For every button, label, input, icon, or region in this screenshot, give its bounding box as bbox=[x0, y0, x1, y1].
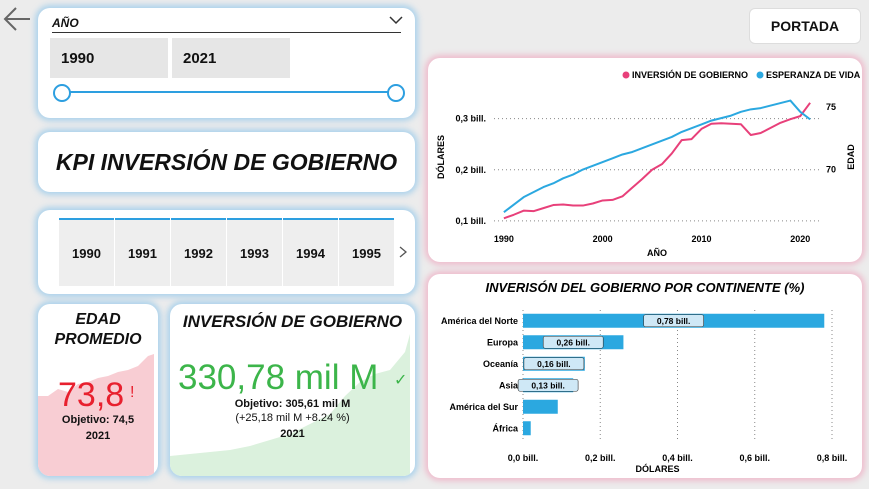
x-tick-label: 2010 bbox=[691, 234, 711, 244]
portada-button[interactable]: PORTADA bbox=[749, 8, 861, 44]
year-chip[interactable]: 1993 bbox=[227, 218, 282, 286]
data-label-box bbox=[523, 357, 585, 371]
x-tick-label: 0,6 bill. bbox=[739, 453, 770, 463]
chart-title: INVERISÓN DEL GOBIERNO POR CONTINENTE (%… bbox=[485, 280, 804, 295]
bar-chart-card: INVERISÓN DEL GOBIERNO POR CONTINENTE (%… bbox=[428, 274, 862, 478]
x-tick-label: 0,2 bill. bbox=[585, 453, 616, 463]
check-icon: ✓ bbox=[394, 370, 408, 389]
page-title: KPI INVERSIÓN DE GOBIERNO bbox=[38, 132, 415, 192]
x-axis-title: DÓLARES bbox=[635, 463, 679, 474]
slider-end-handle[interactable] bbox=[387, 84, 405, 102]
data-label-box bbox=[643, 314, 704, 328]
category-label: Oceanía bbox=[483, 359, 519, 369]
edad-year: 2021 bbox=[85, 430, 111, 442]
end-year-input[interactable]: 2021 bbox=[172, 38, 290, 78]
category-label: América del Sur bbox=[449, 402, 518, 412]
edad-title: EDAD PROMEDIO bbox=[54, 311, 142, 348]
x-tick-label: 0,0 bill. bbox=[508, 453, 539, 463]
bar bbox=[523, 399, 558, 414]
legend-entry: ESPERANZA DE VIDA bbox=[766, 70, 861, 80]
data-label-box bbox=[542, 335, 604, 349]
slicer-title: AÑO bbox=[52, 16, 79, 30]
start-year-input[interactable]: 1990 bbox=[50, 38, 168, 78]
slider-start-handle[interactable] bbox=[53, 84, 71, 102]
legend-entry: INVERSIÓN DE GOBIERNO bbox=[632, 69, 748, 80]
y-tick-label: 0,3 bill. bbox=[455, 114, 486, 124]
inversion-target: Objetivo: 305,61 mil M bbox=[234, 398, 351, 410]
edad-trend-area bbox=[38, 354, 154, 476]
legend-marker bbox=[756, 71, 764, 79]
year-chip[interactable]: 1991 bbox=[115, 218, 170, 286]
edad-value: 73,8 bbox=[58, 376, 125, 414]
x-tick-label: 1990 bbox=[494, 234, 514, 244]
alert-icon: ! bbox=[130, 384, 135, 401]
series-line bbox=[503, 102, 811, 220]
x-tick-label: 2000 bbox=[593, 234, 613, 244]
inversion-trend-area bbox=[170, 334, 410, 476]
category-label: América del Norte bbox=[441, 316, 518, 326]
year-chip[interactable]: 1995 bbox=[339, 218, 394, 286]
x-tick-label: 0,4 bill. bbox=[662, 453, 693, 463]
data-label-box bbox=[517, 378, 579, 392]
inversion-title: INVERSIÓN DE GOBIERNO bbox=[182, 312, 403, 331]
y2-tick-label: 70 bbox=[826, 165, 836, 175]
chevron-right-icon[interactable] bbox=[399, 246, 407, 258]
data-label: 0,16 bill. bbox=[537, 359, 571, 369]
line-chart[interactable]: 0,1 bill. 0,2 bill. 0,3 bill. 70 75 1990 2000 2… bbox=[428, 58, 862, 262]
category-label: Asia bbox=[499, 380, 519, 390]
slider-track[interactable] bbox=[62, 91, 397, 93]
category-label: África bbox=[492, 423, 519, 433]
line-chart-card: 0,1 bill. 0,2 bill. 0,3 bill. 70 75 1990 2000 2… bbox=[428, 58, 862, 262]
data-label: 0,26 bill. bbox=[556, 337, 590, 347]
back-arrow-icon[interactable] bbox=[2, 4, 34, 34]
legend-marker bbox=[622, 71, 630, 79]
y-tick-label: 0,2 bill. bbox=[455, 165, 486, 175]
data-label: 0,13 bill. bbox=[531, 380, 565, 390]
chevron-down-icon[interactable] bbox=[389, 14, 403, 26]
x-tick-label: 2020 bbox=[790, 234, 810, 244]
inversion-value: 330,78 mil M bbox=[178, 358, 379, 397]
x-tick-label: 0,8 bill. bbox=[817, 453, 848, 463]
edad-promedio-card: EDAD PROMEDIO 73,8 ! Objetivo: 74,5 2021 bbox=[38, 304, 158, 476]
year-chip[interactable]: 1990 bbox=[59, 218, 114, 286]
y-axis-title: DÓLARES bbox=[435, 135, 446, 179]
data-label: 0,78 bill. bbox=[657, 316, 691, 326]
category-label: Europa bbox=[487, 337, 519, 347]
y-tick-label: 0,1 bill. bbox=[455, 216, 486, 226]
year-range-slicer: AÑO 1990 2021 bbox=[38, 8, 415, 118]
year-chip[interactable]: 1992 bbox=[171, 218, 226, 286]
bar bbox=[523, 421, 531, 436]
edad-target: Objetivo: 74,5 bbox=[61, 414, 135, 426]
year-chip[interactable]: 1994 bbox=[283, 218, 338, 286]
series-line bbox=[503, 99, 811, 213]
y2-axis-title: EDAD bbox=[846, 144, 856, 170]
inversion-delta: (+25,18 mil M +8.24 %) bbox=[235, 412, 350, 424]
inversion-card: INVERSIÓN DE GOBIERNO 330,78 mil M ✓ Obj… bbox=[170, 304, 415, 476]
year-strip-slicer: 1990 1991 1992 1993 1994 1995 bbox=[38, 210, 415, 294]
bar-chart[interactable]: INVERISÓN DEL GOBIERNO POR CONTINENTE (%… bbox=[428, 274, 862, 478]
x-axis-title: AÑO bbox=[647, 248, 667, 258]
inversion-year: 2021 bbox=[280, 428, 305, 440]
y2-tick-label: 75 bbox=[826, 102, 836, 112]
